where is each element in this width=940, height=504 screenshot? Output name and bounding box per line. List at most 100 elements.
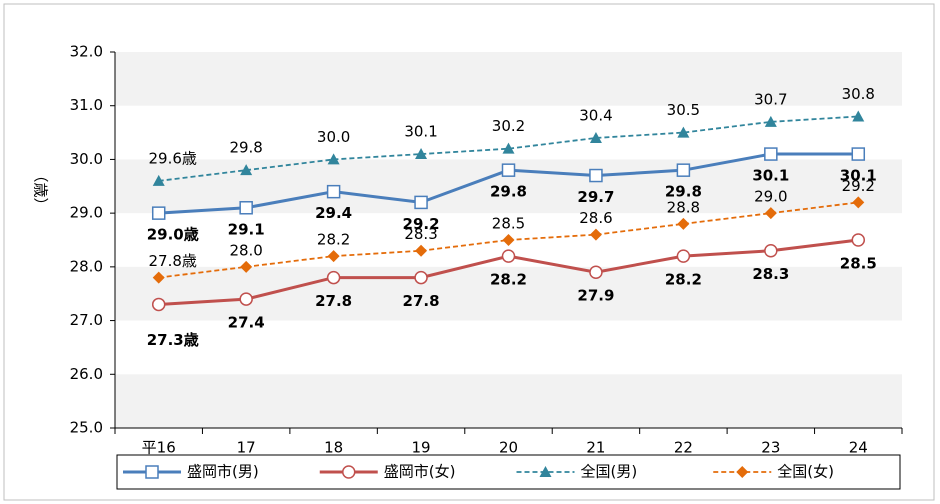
marker	[764, 147, 778, 161]
x-tick-label: 22	[674, 439, 693, 457]
marker	[414, 270, 428, 285]
data-label: 29.0歳	[147, 226, 199, 244]
data-label: 28.0	[229, 241, 262, 259]
y-tick-label: 30.0	[70, 150, 103, 168]
y-axis-label: （歳）	[32, 167, 50, 212]
marker	[676, 249, 691, 263]
data-label: 29.8	[229, 139, 262, 157]
legend-marker	[736, 466, 749, 478]
marker	[501, 163, 516, 177]
data-label: 28.5	[492, 215, 525, 233]
data-label: 30.1	[752, 167, 789, 185]
marker	[676, 163, 691, 177]
marker	[415, 148, 428, 160]
y-tick-label: 26.0	[70, 365, 103, 383]
data-label: 29.0	[754, 188, 787, 206]
x-tick-label: 21	[586, 439, 605, 457]
marker	[851, 233, 866, 247]
series-line	[158, 201, 859, 279]
legend-label: 全国(女)	[777, 463, 834, 481]
marker	[327, 153, 340, 165]
legend-marker	[342, 465, 356, 479]
data-label: 30.1	[840, 167, 877, 185]
marker	[677, 126, 690, 138]
marker	[415, 244, 428, 257]
x-tick-label: 平16	[142, 439, 176, 457]
data-label: 27.4	[228, 314, 265, 332]
marker	[152, 271, 165, 284]
x-tick-label: 24	[849, 439, 868, 457]
marker	[589, 228, 602, 241]
marker	[677, 217, 690, 230]
marker	[326, 270, 341, 285]
y-tick-label: 32.0	[70, 43, 103, 61]
plot-band	[115, 52, 902, 106]
y-tick-label: 31.0	[70, 96, 103, 114]
data-label: 29.6歳	[149, 149, 197, 167]
data-label: 29.2	[842, 177, 875, 195]
marker	[589, 131, 602, 143]
data-label: 29.1	[228, 220, 265, 238]
marker	[502, 142, 515, 154]
data-label: 28.2	[490, 271, 527, 289]
legend-label: 盛岡市(男)	[187, 463, 259, 481]
x-tick-label: 19	[412, 439, 431, 457]
marker	[151, 297, 166, 312]
series-line	[158, 115, 859, 182]
marker	[239, 292, 253, 306]
marker	[326, 184, 341, 199]
y-tick-label: 29.0	[70, 204, 103, 222]
data-label: 30.0	[317, 128, 350, 146]
data-label: 28.3	[404, 225, 437, 243]
legend-item: 全国(男)	[516, 463, 638, 481]
data-label: 30.5	[667, 101, 700, 119]
marker	[852, 110, 865, 122]
x-tick-label: 17	[237, 439, 256, 457]
data-label: 29.4	[315, 204, 352, 222]
legend-item: 盛岡市(女)	[319, 463, 456, 481]
data-label: 30.8	[842, 85, 875, 103]
marker	[589, 168, 603, 183]
data-label: 27.8	[315, 292, 352, 310]
marker	[851, 147, 866, 161]
legend-box	[116, 454, 901, 490]
legend-label: 盛岡市(女)	[384, 463, 456, 481]
marker	[589, 265, 603, 279]
data-label: 28.5	[840, 255, 877, 273]
marker	[414, 195, 428, 210]
data-label: 28.8	[667, 198, 700, 216]
data-label: 30.4	[579, 106, 612, 124]
y-tick-label: 28.0	[70, 257, 103, 275]
data-label: 30.1	[404, 123, 437, 141]
data-label: 28.3	[752, 265, 789, 283]
data-label: 27.8	[403, 292, 440, 310]
marker	[240, 164, 253, 176]
marker	[764, 243, 778, 258]
data-label: 30.7	[754, 90, 787, 108]
data-label: 28.2	[665, 271, 702, 289]
data-label: 30.2	[492, 117, 525, 135]
marker	[502, 234, 515, 246]
data-label: 29.8	[490, 183, 527, 201]
data-label: 27.8歳	[149, 252, 197, 270]
legend-marker	[145, 465, 159, 479]
data-label: 28.2	[317, 231, 350, 249]
marker	[852, 196, 865, 209]
marker	[240, 260, 253, 273]
legend-marker	[539, 466, 552, 477]
marker	[501, 249, 516, 263]
data-label: 28.6	[579, 209, 612, 227]
marker	[764, 207, 777, 220]
data-label: 27.9	[577, 287, 614, 305]
data-label: 27.3歳	[147, 331, 199, 349]
data-label: 29.7	[577, 188, 614, 206]
data-label: 29.2	[403, 215, 440, 233]
y-tick-label: 27.0	[70, 311, 103, 329]
x-tick-label: 23	[761, 439, 780, 457]
data-label: 29.8	[665, 183, 702, 201]
legend-item: 盛岡市(男)	[123, 463, 259, 481]
legend-label: 全国(男)	[581, 463, 638, 481]
x-tick-label: 18	[324, 439, 343, 457]
legend-item: 全国(女)	[713, 463, 834, 481]
